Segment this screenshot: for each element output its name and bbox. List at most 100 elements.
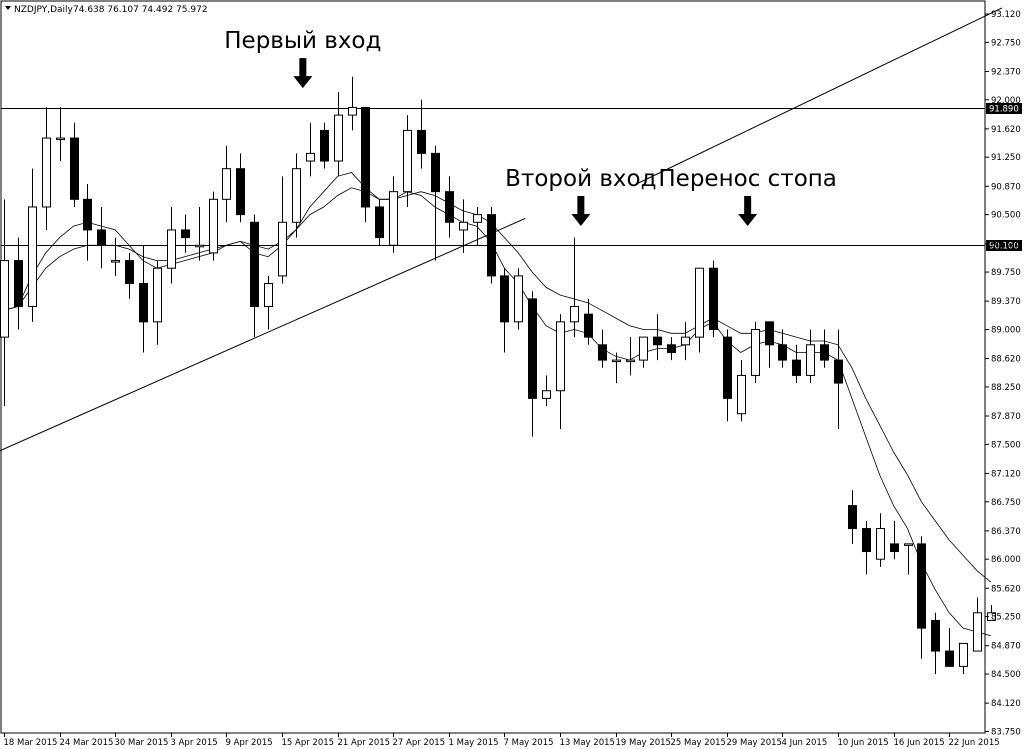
candle-body-bearish xyxy=(834,359,843,384)
candle[interactable] xyxy=(70,122,79,207)
candle[interactable] xyxy=(876,513,885,567)
candle[interactable] xyxy=(834,329,843,430)
candle[interactable] xyxy=(626,337,635,376)
candle[interactable] xyxy=(904,543,913,575)
candle[interactable] xyxy=(0,199,9,407)
candle[interactable] xyxy=(320,122,329,169)
candle[interactable] xyxy=(14,237,23,330)
candle-body-bullish xyxy=(695,267,704,338)
candle[interactable] xyxy=(862,520,871,575)
candle[interactable] xyxy=(139,245,148,353)
candle-body-bearish xyxy=(890,543,899,553)
candle-body-bearish xyxy=(792,359,801,376)
candle[interactable] xyxy=(42,107,51,230)
candle[interactable] xyxy=(459,199,468,253)
candle[interactable] xyxy=(973,597,982,652)
candle[interactable] xyxy=(778,329,787,368)
candle[interactable] xyxy=(709,260,718,338)
candle[interactable] xyxy=(820,329,829,368)
candle-body-bearish xyxy=(709,267,718,330)
candle[interactable] xyxy=(792,344,801,384)
y-tick-label: 93.120 xyxy=(991,10,1021,20)
candle[interactable] xyxy=(375,199,384,246)
candle[interactable] xyxy=(83,184,92,261)
candle[interactable] xyxy=(959,642,968,675)
candle[interactable] xyxy=(431,145,440,261)
candle[interactable] xyxy=(125,252,134,299)
candle[interactable] xyxy=(97,206,106,269)
candle[interactable] xyxy=(487,206,496,284)
candle[interactable] xyxy=(292,153,301,238)
candle[interactable] xyxy=(737,360,746,422)
candle[interactable] xyxy=(584,298,593,345)
header-menu-triangle-icon[interactable] xyxy=(5,6,11,10)
candle[interactable] xyxy=(528,291,537,437)
candle[interactable] xyxy=(417,99,426,169)
candle-body-bearish xyxy=(528,298,537,399)
candle[interactable] xyxy=(306,122,315,177)
candle[interactable] xyxy=(361,106,370,223)
candle[interactable] xyxy=(542,375,551,407)
candle[interactable] xyxy=(389,176,398,253)
candle-body-bullish xyxy=(459,221,468,231)
candle[interactable] xyxy=(598,329,607,368)
candle[interactable] xyxy=(945,628,954,667)
candle[interactable] xyxy=(806,329,815,384)
candle[interactable] xyxy=(612,352,621,384)
candle[interactable] xyxy=(153,260,162,345)
y-tick-label: 91.620 xyxy=(991,125,1021,135)
trend-line[interactable] xyxy=(636,7,1003,185)
candle[interactable] xyxy=(765,321,774,368)
candle[interactable] xyxy=(236,153,245,223)
candle-body-bullish xyxy=(473,214,482,223)
candle[interactable] xyxy=(751,321,760,384)
candle[interactable] xyxy=(695,267,704,353)
candle-body-bullish xyxy=(904,543,913,546)
candle-body-bullish xyxy=(751,328,760,376)
candle[interactable] xyxy=(278,176,287,284)
candle-body-bullish xyxy=(0,260,9,338)
trend-line[interactable] xyxy=(0,217,526,452)
annotation-label: Второй вход xyxy=(505,166,656,192)
candle[interactable] xyxy=(931,612,940,675)
candle[interactable] xyxy=(667,337,676,361)
candle[interactable] xyxy=(28,168,37,322)
candle[interactable] xyxy=(195,206,204,261)
candle[interactable] xyxy=(264,275,273,330)
candle[interactable] xyxy=(500,268,509,353)
candle-body-bearish xyxy=(14,260,23,308)
candle[interactable] xyxy=(514,268,523,330)
candle-body-bearish xyxy=(125,260,134,285)
candle[interactable] xyxy=(848,490,857,544)
candle[interactable] xyxy=(348,76,357,131)
candle[interactable] xyxy=(653,314,662,361)
y-tick-label: 86.370 xyxy=(991,527,1021,537)
candle-body-bearish xyxy=(83,198,92,231)
x-tick-label: 10 Jun 2015 xyxy=(838,738,889,748)
candle[interactable] xyxy=(473,206,482,246)
candle[interactable] xyxy=(111,237,120,276)
candle[interactable] xyxy=(56,107,65,162)
y-tick-label: 85.620 xyxy=(991,584,1021,594)
candle[interactable] xyxy=(681,321,690,361)
candle[interactable] xyxy=(917,536,926,659)
candle[interactable] xyxy=(723,329,732,422)
candle[interactable] xyxy=(570,237,579,338)
candle[interactable] xyxy=(222,145,231,223)
candle[interactable] xyxy=(890,520,899,560)
candle[interactable] xyxy=(403,115,412,207)
candle-body-bearish xyxy=(181,229,190,239)
candle[interactable] xyxy=(556,314,565,430)
candle-body-bullish xyxy=(570,306,579,323)
candle[interactable] xyxy=(445,176,454,238)
candle[interactable] xyxy=(250,214,259,338)
candle[interactable] xyxy=(334,92,343,177)
candle-body-bullish xyxy=(973,612,982,652)
y-tick-label: 84.500 xyxy=(991,670,1021,680)
candle[interactable] xyxy=(181,214,190,253)
candle[interactable] xyxy=(639,336,648,368)
candle[interactable] xyxy=(209,191,218,261)
x-tick-label: 30 Mar 2015 xyxy=(115,738,169,748)
candle[interactable] xyxy=(167,206,176,284)
